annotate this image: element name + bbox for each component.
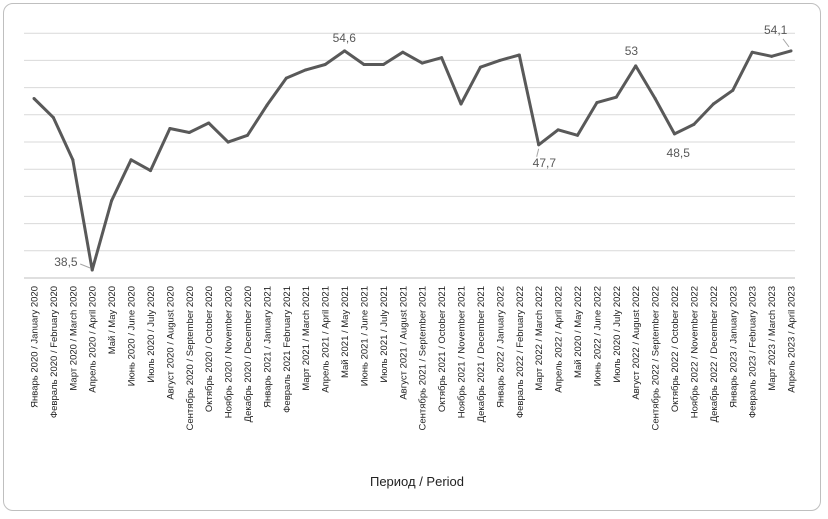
x-tick-label: Октябрь 2021 / October 2021: [437, 286, 448, 412]
data-point: [246, 133, 250, 137]
data-point: [653, 97, 657, 101]
data-point: [323, 62, 327, 66]
data-point: [90, 268, 94, 272]
gridlines: [24, 32, 795, 279]
x-tick-label: Сентябрь 2020 / September 2020: [185, 286, 196, 431]
data-point: [789, 49, 793, 53]
x-tick-label: Март 2021 / March 2021: [301, 286, 312, 391]
x-tick-label: Август 2020 / August 2020: [165, 286, 176, 400]
data-point: [148, 169, 152, 173]
x-tick-label: Август 2022 / August 2022: [631, 286, 642, 400]
x-tick-label: Апрель 2021 / April 2021: [321, 286, 332, 393]
x-tick-label: Декабрь 2020 / December 2020: [243, 286, 254, 422]
data-point: [537, 143, 541, 147]
data-point: [517, 53, 521, 57]
x-tick-label: Июнь 2021 / June 2021: [359, 286, 370, 386]
x-tick-label: Декабрь 2022 / December 2022: [709, 286, 720, 422]
data-point: [32, 97, 36, 101]
x-tick-label: Февраль 2021 February 2021: [282, 286, 293, 413]
data-point: [284, 76, 288, 80]
x-tick-label: Май 2021 / May 2021: [340, 286, 351, 378]
x-tick-label: Октябрь 2022 / October 2022: [670, 286, 681, 412]
x-tick-label: Январь 2021 / January 2021: [262, 286, 273, 408]
x-axis-title: Период / Period: [370, 474, 464, 489]
x-tick-label: Февраль 2020 / February 2020: [49, 286, 60, 418]
data-point: [478, 65, 482, 69]
x-tick-label: Декабрь 2021 / December 2021: [476, 286, 487, 422]
x-tick-label: Июнь 2020 / June 2020: [127, 286, 138, 386]
data-point: [168, 126, 172, 130]
data-label-leader: [536, 148, 540, 157]
data-point: [692, 122, 696, 126]
data-point: [343, 49, 347, 53]
x-tick-label: Февраль 2022 / February 2022: [515, 286, 526, 418]
data-point: [440, 56, 444, 60]
series-line: [32, 49, 792, 272]
x-tick-label: Сентябрь 2022 / September 2022: [651, 286, 662, 431]
data-point: [226, 140, 230, 144]
x-tick-label: Август 2021 / August 2021: [398, 286, 409, 400]
data-point: [265, 103, 269, 107]
x-tick-label: Февраль 2023 / February 2023: [748, 286, 759, 418]
x-axis-ticks: Январь 2020 / January 2020 Февраль 2020 /…: [30, 286, 798, 431]
data-label: 38,5: [54, 255, 78, 269]
x-tick-label: Сентябрь 2021 / September 2021: [418, 286, 429, 431]
data-point: [575, 133, 579, 137]
data-point: [187, 131, 191, 135]
x-tick-label: Ноябрь 2022 / November 2022: [689, 286, 700, 418]
data-label-leader: [782, 38, 790, 48]
data-point: [129, 158, 133, 162]
data-label: 54,6: [333, 31, 357, 45]
x-tick-label: Январь 2022 / January 2022: [495, 286, 506, 408]
x-tick-label: Апрель 2022 / April 2022: [554, 286, 565, 393]
data-point: [420, 61, 424, 65]
x-tick-label: Май 2020 / May 2022: [573, 286, 584, 378]
data-point: [634, 64, 638, 68]
data-point: [401, 50, 405, 54]
data-point: [595, 101, 599, 105]
data-point: [711, 102, 715, 106]
data-label: 48,5: [667, 146, 691, 160]
x-tick-label: Апрель 2020 / April 2020: [88, 286, 99, 393]
data-label: 53: [625, 44, 639, 58]
x-tick-label: Март 2020 / March 2020: [68, 286, 79, 391]
data-point: [459, 102, 463, 106]
x-tick-label: Ноябрь 2020 / November 2020: [224, 286, 235, 418]
series-line-group: [32, 49, 793, 272]
data-point: [362, 62, 366, 66]
data-point: [673, 132, 677, 136]
data-point: [750, 50, 754, 54]
data-point: [498, 58, 502, 62]
data-labels: 38,5 54,6 47,7 53 48,5 54,1: [54, 23, 790, 269]
data-point: [381, 62, 385, 66]
data-point: [614, 95, 618, 99]
data-point: [770, 54, 774, 58]
data-label: 54,1: [764, 23, 788, 37]
data-point: [110, 199, 114, 203]
data-point: [71, 158, 75, 162]
x-tick-label: Октябрь 2020 / October 2020: [204, 286, 215, 412]
data-label-leader: [80, 263, 91, 269]
x-tick-label: Май / May 2020: [107, 286, 118, 354]
x-tick-label: Март 2023 / March 2023: [767, 286, 778, 391]
data-point: [207, 121, 211, 125]
x-tick-label: Апрель 2023 / April 2023: [787, 286, 798, 393]
x-tick-label: Июль 2020 / July 2022: [612, 286, 623, 383]
data-point: [731, 88, 735, 92]
data-point: [304, 68, 308, 72]
data-point: [556, 128, 560, 132]
x-tick-label: Ноябрь 2021 / November 2021: [457, 286, 468, 418]
x-tick-label: Январь 2020 / January 2020: [30, 286, 41, 408]
x-tick-label: Июль 2021 / July 2021: [379, 286, 390, 383]
data-label: 47,7: [533, 156, 557, 170]
x-tick-label: Июнь 2022 / June 2022: [592, 286, 603, 386]
x-tick-label: Январь 2023 / January 2023: [728, 286, 739, 408]
data-point: [51, 116, 55, 120]
x-tick-label: Июль 2020 / July 2020: [146, 286, 157, 383]
x-tick-label: Март 2022 / March 2022: [534, 286, 545, 391]
